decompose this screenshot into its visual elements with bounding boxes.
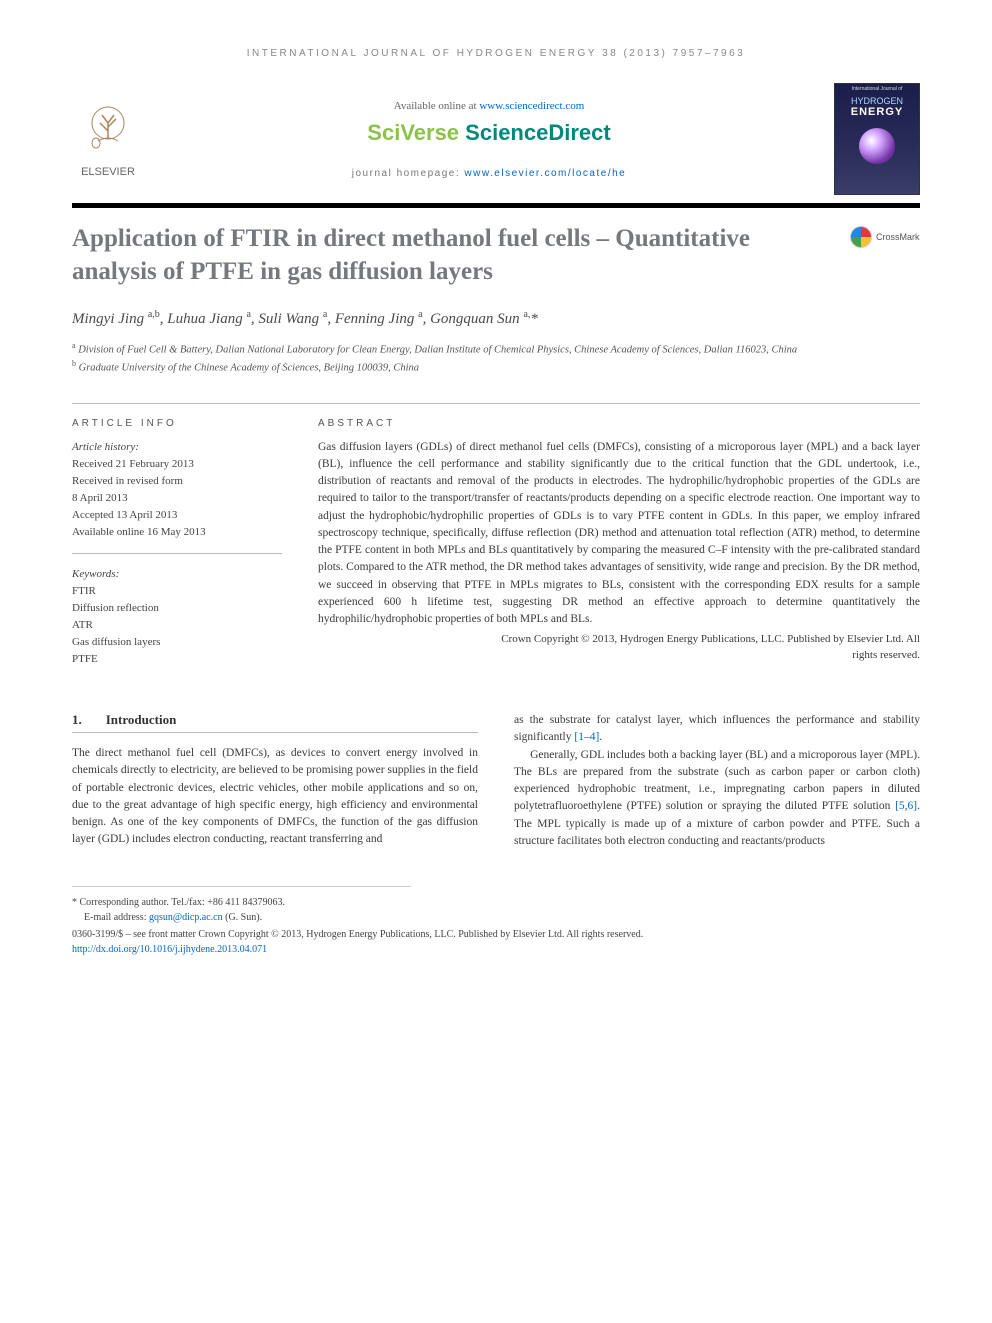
keywords-label: Keywords: [72,566,282,583]
copyright-line-2: rights reserved. [852,649,920,661]
cover-subtitle: International Journal of [835,84,919,94]
journal-homepage: journal homepage: www.elsevier.com/locat… [164,168,814,179]
copyright-line-1: Crown Copyright © 2013, Hydrogen Energy … [501,633,920,645]
affiliations: a Division of Fuel Cell & Battery, Dalia… [72,340,920,377]
body-col-1: The direct methanol fuel cell (DMFCs), a… [72,745,478,849]
sciencedirect-link[interactable]: www.sciencedirect.com [479,100,584,112]
keyword-item: PTFE [72,651,282,668]
intro-para-1: The direct methanol fuel cell (DMFCs), a… [72,745,478,849]
crossmark-label: CrossMark [876,232,920,242]
footnotes-rule [72,886,411,895]
keyword-item: FTIR [72,583,282,600]
crossmark-widget[interactable]: CrossMark [850,226,920,248]
article-info-head: ARTICLE INFO [72,418,282,429]
cover-orb-icon [859,128,895,164]
history-label: Article history: [72,439,282,456]
available-online: Available online at www.sciencedirect.co… [164,100,814,112]
article-history: Article history: Received 21 February 20… [72,439,282,554]
sciverse-text-2: ScienceDirect [465,120,611,145]
elsevier-tree-icon [80,101,136,157]
elsevier-logo: ELSEVIER [72,101,144,178]
footnotes: * Corresponding author. Tel./fax: +86 41… [72,895,920,925]
section-heading: 1. Introduction [72,712,478,733]
email-line: E-mail address: gqsun@dicp.ac.cn (G. Sun… [72,910,920,925]
keyword-item: Diffusion reflection [72,600,282,617]
keyword-item: ATR [72,617,282,634]
keywords: Keywords: FTIR Diffusion reflection ATR … [72,566,282,668]
abstract-head: ABSTRACT [318,418,920,429]
email-link[interactable]: gqsun@dicp.ac.cn [149,912,223,923]
authors-line: Mingyi Jing a,b, Luhua Jiang a, Suli Wan… [72,308,920,330]
section-number: 1. [72,712,82,728]
sciverse-text-1: SciVerse [367,120,465,145]
journal-cover: International Journal of HYDROGEN ENERGY [834,83,920,195]
affiliation-a: a Division of Fuel Cell & Battery, Dalia… [72,340,920,358]
elsevier-name: ELSEVIER [72,166,144,178]
running-head: INTERNATIONAL JOURNAL OF HYDROGEN ENERGY… [72,48,920,59]
email-label: E-mail address: [84,912,149,923]
history-accepted: Accepted 13 April 2013 [72,507,282,524]
article-title: Application of FTIR in direct methanol f… [72,222,834,288]
body-col-2: as the substrate for catalyst layer, whi… [514,712,920,850]
abstract-copyright: Crown Copyright © 2013, Hydrogen Energy … [318,632,920,663]
cover-title-1: HYDROGEN [835,96,919,106]
abstract-text: Gas diffusion layers (GDLs) of direct me… [318,439,920,629]
history-revised-1: Received in revised form [72,473,282,490]
history-online: Available online 16 May 2013 [72,524,282,541]
intro-para-2: Generally, GDL includes both a backing l… [514,747,920,851]
doi-link[interactable]: http://dx.doi.org/10.1016/j.ijhydene.201… [72,944,267,955]
email-who: (G. Sun). [223,912,262,923]
intro-para-1-cont: as the substrate for catalyst layer, whi… [514,712,920,747]
sciverse-logo: SciVerse ScienceDirect [164,120,814,146]
history-received: Received 21 February 2013 [72,456,282,473]
divider-bar [72,203,920,208]
section-title: Introduction [106,712,177,727]
history-revised-2: 8 April 2013 [72,490,282,507]
available-prefix: Available online at [394,100,480,112]
ref-link[interactable]: [5,6] [895,800,917,812]
para-text: . [599,731,602,743]
homepage-prefix: journal homepage: [352,168,465,179]
journal-header: ELSEVIER Available online at www.science… [72,83,920,195]
cover-title-2: ENERGY [835,106,919,118]
homepage-link[interactable]: www.elsevier.com/locate/he [464,168,626,179]
corresponding-author: * Corresponding author. Tel./fax: +86 41… [72,895,920,910]
affiliation-b: b Graduate University of the Chinese Aca… [72,358,920,376]
front-matter-line: 0360-3199/$ – see front matter Crown Cop… [72,927,920,942]
para-text: Generally, GDL includes both a backing l… [514,749,920,813]
bottom-meta: 0360-3199/$ – see front matter Crown Cop… [72,927,920,957]
crossmark-icon [850,226,872,248]
keyword-item: Gas diffusion layers [72,634,282,651]
ref-link[interactable]: [1–4] [574,731,599,743]
